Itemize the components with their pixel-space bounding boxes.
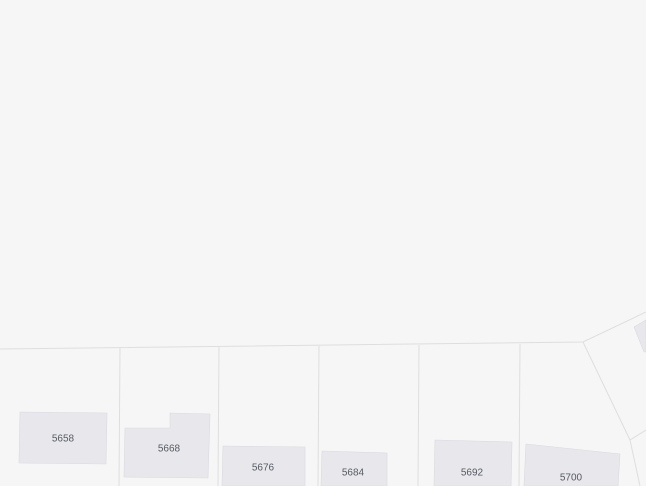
lot-divider-6 xyxy=(582,341,631,441)
house-number-labels: 5658 5668 5676 5684 5692 5700 xyxy=(52,434,583,484)
lot-divider-5 xyxy=(518,343,521,486)
house-number-5668: 5668 xyxy=(158,444,181,455)
lot-divider-4 xyxy=(417,344,420,486)
lot-divider-3 xyxy=(317,345,320,486)
house-number-5658: 5658 xyxy=(52,434,75,445)
house-number-5676: 5676 xyxy=(252,463,275,474)
building-5700[interactable] xyxy=(523,443,621,486)
lot-divider-1 xyxy=(118,347,121,486)
buildings xyxy=(18,319,646,486)
lot-divider-7 xyxy=(629,429,646,441)
parcel-boundaries xyxy=(0,311,646,486)
building-5692[interactable] xyxy=(433,439,513,486)
lot-divider-2 xyxy=(217,346,220,486)
house-number-5692: 5692 xyxy=(461,468,484,479)
house-number-5700: 5700 xyxy=(560,473,583,484)
building-offscreen-east[interactable] xyxy=(633,319,646,353)
building-5684[interactable] xyxy=(320,450,388,486)
lot-divider-8 xyxy=(629,439,641,486)
building-5676[interactable] xyxy=(221,445,306,486)
building-5658[interactable] xyxy=(18,411,108,465)
building-5668[interactable] xyxy=(123,412,211,479)
street-frontage-line xyxy=(0,311,646,350)
house-number-5684: 5684 xyxy=(342,468,365,479)
